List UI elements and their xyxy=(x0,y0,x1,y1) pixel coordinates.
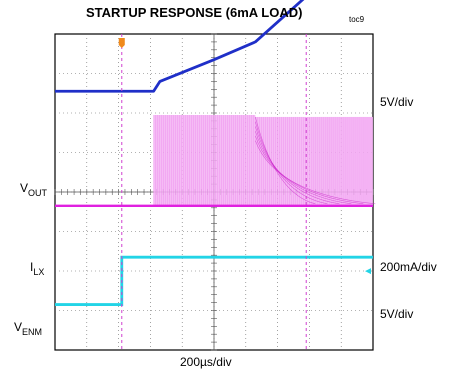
scope-traces xyxy=(55,0,376,306)
scope-grid xyxy=(54,33,374,351)
vout-scale-label: 5V/div xyxy=(380,95,414,109)
scope-markers xyxy=(118,34,371,350)
ilx-decay-curve xyxy=(255,121,328,205)
ilx-label-main: I xyxy=(30,260,34,274)
trigger-marker-icon xyxy=(118,38,125,48)
ilx-label-sub: LX xyxy=(33,267,45,277)
venm-label: VENM xyxy=(14,320,42,337)
trigger-level-icon xyxy=(365,268,371,275)
venm-scale-label: 5V/div xyxy=(380,307,414,321)
ilx-decay-curve xyxy=(255,126,340,205)
vout-label-main: V xyxy=(20,181,29,195)
figure-id: toc9 xyxy=(349,15,365,24)
ilx-label: ILX xyxy=(30,260,44,277)
venm-label-main: V xyxy=(14,320,23,334)
vout-trace xyxy=(55,0,305,93)
ilx-decay-curve xyxy=(255,131,352,205)
ilx-decay-curve xyxy=(255,140,376,205)
ilx-decay-curve xyxy=(255,116,316,205)
chart-title: STARTUP RESPONSE (6mA LOAD) xyxy=(86,5,303,20)
vout-label: VOUT xyxy=(20,181,47,198)
ilx-decay-curve xyxy=(255,135,364,205)
ilx-switching-band xyxy=(153,114,256,206)
ilx-scale-label: 200mA/div xyxy=(380,260,437,274)
x-axis-label: 200µs/div xyxy=(180,355,232,369)
venm-label-sub: ENM xyxy=(22,327,43,337)
vout-label-sub: OUT xyxy=(28,188,48,198)
